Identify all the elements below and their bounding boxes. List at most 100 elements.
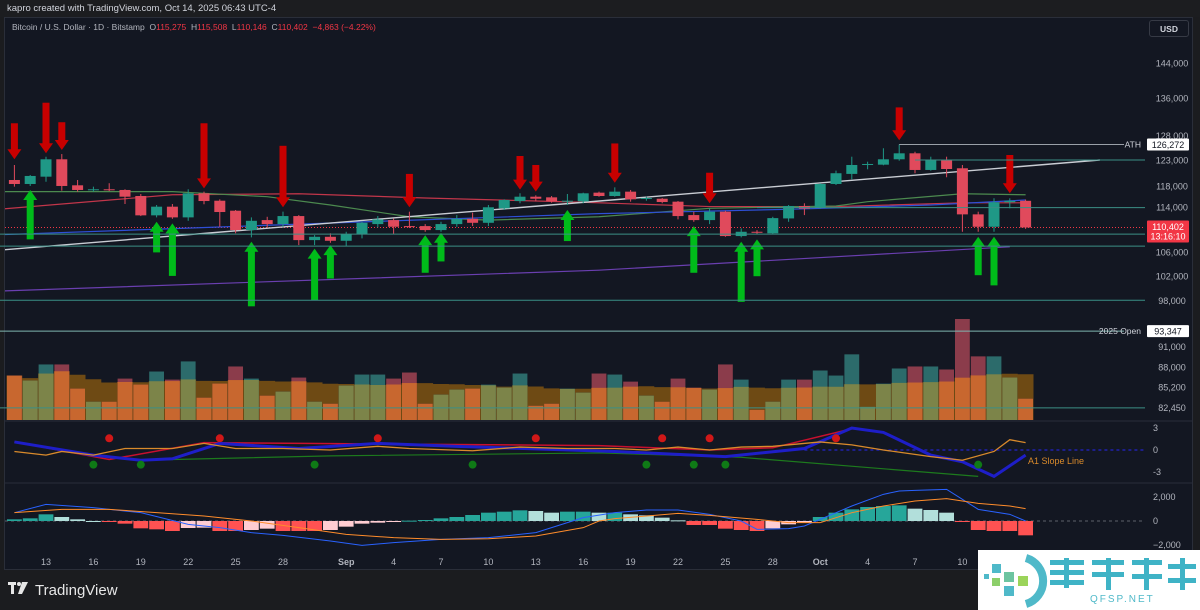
candle-body xyxy=(451,218,463,225)
candle xyxy=(846,156,858,180)
volume-bar-base xyxy=(1002,377,1018,420)
buy-arrow-icon xyxy=(307,248,322,301)
volume-bar-base xyxy=(133,384,149,420)
price-axis-label: 106,000 xyxy=(1156,248,1189,258)
time-axis-label: 28 xyxy=(278,557,288,567)
volume-bar-base xyxy=(101,401,117,420)
candle-body xyxy=(909,153,921,170)
macd-histogram-bar xyxy=(354,521,370,524)
candle-body xyxy=(72,185,84,190)
candle xyxy=(546,196,558,203)
candle-body xyxy=(182,193,194,218)
macd-histogram-bar xyxy=(891,505,907,521)
candle-body xyxy=(198,193,210,202)
volume-bar-base xyxy=(749,409,765,420)
level-label: 2025 Open xyxy=(1099,326,1141,336)
candle-body xyxy=(245,220,257,231)
candle xyxy=(166,203,178,219)
macd-histogram-bar xyxy=(797,521,812,523)
macd-histogram-bar xyxy=(370,521,386,523)
candle xyxy=(530,195,542,202)
macd-histogram-bar xyxy=(86,521,101,522)
macd-histogram-bar xyxy=(844,509,860,521)
volume-bar-base xyxy=(955,377,970,420)
volume-bar-base xyxy=(797,387,812,420)
buy-arrow-icon xyxy=(560,209,575,242)
candle-body xyxy=(324,236,336,241)
candle-body xyxy=(340,234,352,241)
volume-bar-base xyxy=(939,381,954,420)
bar-countdown-text: 13:16:10 xyxy=(1150,231,1185,241)
volume-bar-base xyxy=(165,381,180,420)
macd-histogram-bar xyxy=(275,521,291,531)
candle-body xyxy=(482,207,494,223)
price-pane[interactable] xyxy=(0,102,1145,420)
slope-oscillator-pane[interactable] xyxy=(14,426,1145,479)
volume-bar-base xyxy=(828,386,844,420)
macd-histogram-bar xyxy=(101,521,117,522)
volume-bar-base xyxy=(860,406,875,420)
volume-bar-base xyxy=(244,379,259,420)
candle xyxy=(767,216,779,235)
candle xyxy=(277,211,289,227)
volume-bar-base xyxy=(370,385,386,420)
candle-body xyxy=(135,196,147,216)
candle-body xyxy=(846,164,858,174)
candle-body xyxy=(467,218,479,223)
volume-bar-base xyxy=(923,382,939,420)
osc-buy-dot xyxy=(974,460,983,469)
volume-bar-base xyxy=(970,375,986,420)
buy-arrow-icon xyxy=(734,241,749,302)
candle xyxy=(814,183,826,209)
buy-arrow-icon xyxy=(244,241,259,307)
candle xyxy=(751,230,763,235)
candle-body xyxy=(672,201,684,217)
candle-body xyxy=(546,197,558,202)
candle-body xyxy=(166,206,178,218)
volume-bar-base xyxy=(22,380,38,420)
candle-body xyxy=(767,218,779,234)
macd-histogram-bar xyxy=(449,517,465,521)
candle-body xyxy=(925,159,937,170)
time-axis-label: 25 xyxy=(720,557,730,567)
level-price-badge xyxy=(1147,138,1189,151)
macd-pane[interactable] xyxy=(5,488,1145,546)
time-axis-label: 28 xyxy=(768,557,778,567)
currency-button[interactable]: USD xyxy=(1149,20,1189,37)
osc-sell-dot xyxy=(832,434,840,443)
price-axis-label: 144,000 xyxy=(1156,58,1189,68)
tradingview-brand[interactable]: TradingView xyxy=(8,581,118,599)
chart-panel[interactable] xyxy=(4,17,1193,570)
volume-bar-base xyxy=(291,381,307,420)
candle xyxy=(8,164,20,187)
macd-histogram-bar xyxy=(986,521,1002,531)
candle-body xyxy=(24,175,36,184)
candle xyxy=(214,199,226,227)
time-axis-label: 7 xyxy=(912,557,917,567)
macd-histogram-bar xyxy=(402,520,417,522)
macd-histogram-bar xyxy=(133,521,149,529)
macd-histogram-bar xyxy=(654,517,670,521)
candle xyxy=(672,201,684,220)
time-axis-label: Sep xyxy=(338,557,355,567)
volume-bar-base xyxy=(449,389,465,420)
candle-body xyxy=(388,220,400,227)
candle xyxy=(1004,198,1016,209)
time-axis-label: 10 xyxy=(957,557,967,567)
candle xyxy=(451,215,463,227)
volume-bar-base xyxy=(718,388,733,420)
ma-green-line xyxy=(5,191,1026,221)
time-axis-label: Oct xyxy=(813,557,828,567)
candle xyxy=(372,216,384,228)
symbol-legend: Bitcoin / U.S. Dollar · 1D · Bitstamp O1… xyxy=(12,22,376,32)
buy-arrow-icon xyxy=(418,235,433,273)
candle xyxy=(435,221,447,232)
sell-arrow-icon xyxy=(1002,154,1017,194)
symbol-title: Bitcoin / U.S. Dollar · 1D · Bitstamp xyxy=(12,22,145,32)
trendline[interactable] xyxy=(0,159,1100,251)
osc-sell-dot xyxy=(215,434,224,443)
price-axis-label: 128,000 xyxy=(1156,131,1189,141)
macd-histogram-bar xyxy=(149,521,164,530)
volume-bar-base xyxy=(417,403,433,420)
